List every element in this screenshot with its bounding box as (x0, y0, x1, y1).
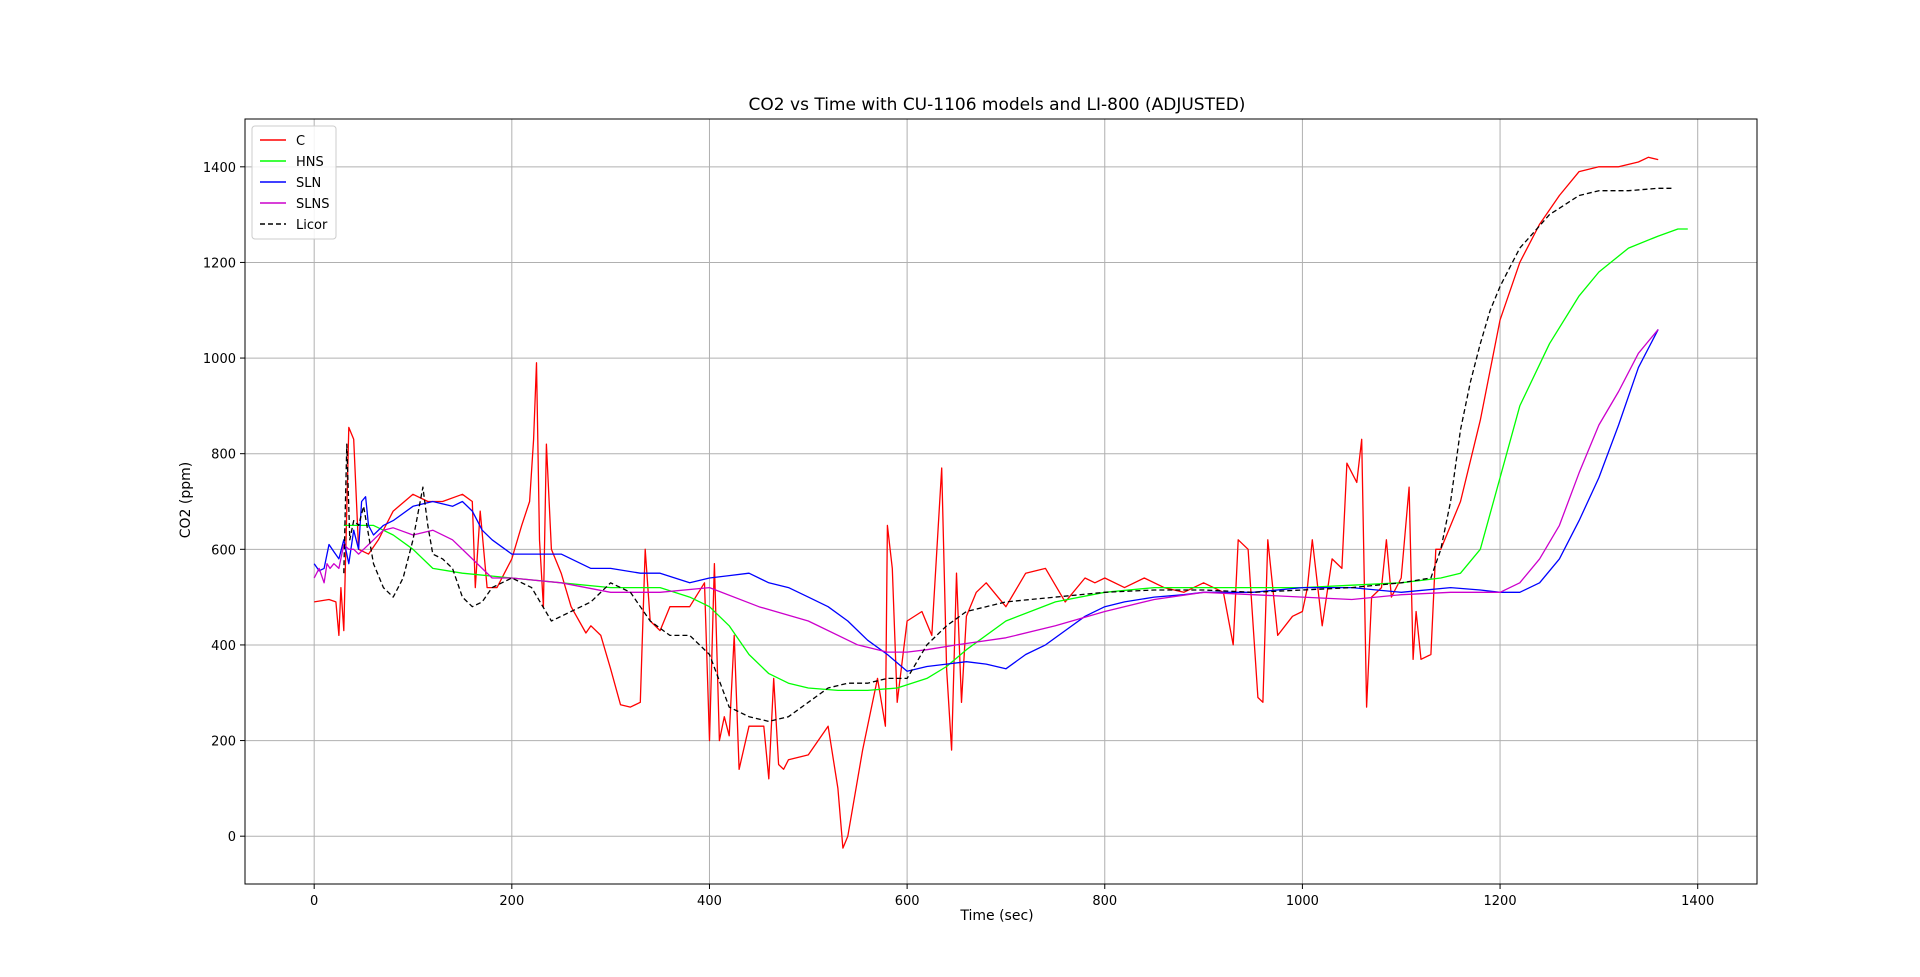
x-tick-label: 1200 (1484, 894, 1517, 909)
y-tick-label: 400 (211, 639, 236, 654)
legend-entry-sln: SLN (296, 176, 321, 191)
series-line-sln (313, 329, 1659, 672)
legend-entry-hns: HNS (296, 155, 324, 170)
chart-title: CO2 vs Time with CU-1106 models and LI-8… (749, 95, 1246, 115)
x-tick-label: 0 (310, 894, 318, 909)
y-tick-label: 1200 (203, 256, 236, 271)
series-line-slns (313, 328, 1659, 653)
y-tick-label: 0 (228, 830, 236, 845)
y-tick-label: 600 (211, 543, 236, 558)
y-tick-label: 800 (211, 448, 236, 463)
legend: C HNS SLN SLNS Licor (251, 125, 337, 240)
legend-box (251, 125, 337, 240)
x-tick-label: 600 (895, 894, 920, 909)
legend-entry-licor: Licor (296, 218, 328, 233)
axis-ticks: 0 200 400 600 800 1000 1200 1400 0 200 400 600 800 10… (203, 161, 1714, 909)
legend-entry-c: C (296, 134, 305, 149)
y-tick-label: 1400 (203, 161, 236, 176)
plot-frame (244, 118, 1758, 885)
x-axis-label: Time (sec) (959, 908, 1033, 924)
y-tick-label: 200 (211, 735, 236, 750)
series-lines (313, 156, 1688, 849)
legend-entry-slns: SLNS (296, 197, 329, 212)
series-line-licor (343, 187, 1673, 723)
series-line-c (314, 156, 1659, 849)
x-tick-label: 1000 (1286, 894, 1319, 909)
x-tick-label: 200 (499, 894, 524, 909)
grid-lines (245, 119, 1757, 884)
x-tick-label: 800 (1092, 894, 1117, 909)
y-tick-label: 1000 (203, 352, 236, 367)
x-tick-label: 1400 (1681, 894, 1714, 909)
y-axis-label: CO2 (ppm) (178, 462, 194, 539)
series-line-hns (343, 228, 1688, 692)
x-tick-label: 400 (697, 894, 722, 909)
